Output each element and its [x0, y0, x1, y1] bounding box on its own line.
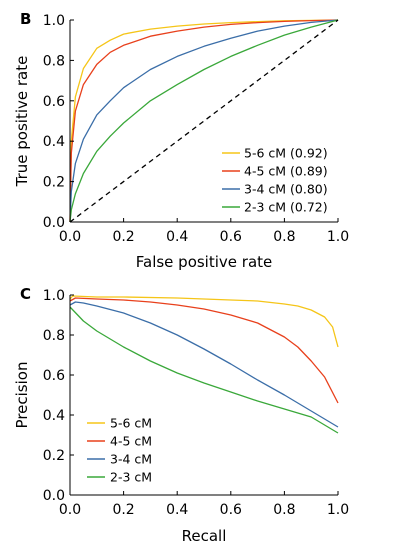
x-tick-label: 0.8	[273, 229, 295, 245]
y-tick-label: 0.4	[43, 134, 65, 150]
chart-panel-c: C 0.0 0.2 0.4 0.6 0.8 1.0 0.0 0.2 0.4 0.6 0.8 1.0 Rec…	[13, 285, 349, 545]
x-tick-label: 0.8	[273, 502, 295, 518]
y-axis-label: True positive rate	[13, 56, 31, 188]
y-tick-label: 0.0	[43, 215, 65, 231]
panel-label: C	[20, 285, 31, 303]
x-tick-label: 0.4	[166, 502, 188, 518]
legend-entry: 2-3 cM (0.72)	[244, 200, 328, 215]
y-tick-label: 1.0	[43, 13, 65, 29]
series-line-1	[69, 19, 339, 223]
y-tick-label: 0.0	[43, 488, 65, 504]
x-tick-label: 0.4	[166, 229, 188, 245]
y-tick-label: 0.2	[43, 448, 65, 464]
series-line-4	[69, 306, 339, 434]
series-line-3	[69, 301, 339, 428]
series-line-2	[69, 297, 339, 404]
series-line-4	[69, 19, 339, 223]
series-line-3	[69, 19, 339, 223]
y-tick-label: 0.6	[43, 94, 65, 110]
legend-entry: 2-3 cM	[110, 470, 152, 485]
y-tick-label: 0.4	[43, 408, 65, 424]
x-tick-label: 0.0	[59, 229, 81, 245]
x-tick-label: 0.6	[220, 502, 242, 518]
x-tick-label: 0.6	[220, 229, 242, 245]
series-line-1	[69, 295, 339, 348]
x-tick-label: 0.2	[112, 502, 134, 518]
legend-entry: 3-4 cM	[110, 452, 152, 467]
legend: 5-6 cM (0.92) 4-5 cM (0.89) 3-4 cM (0.80) 2…	[222, 146, 328, 215]
panel-label: B	[20, 10, 31, 28]
legend-entry: 4-5 cM (0.89)	[244, 164, 328, 179]
diagonal-reference-line	[69, 19, 339, 223]
legend-entry: 5-6 cM (0.92)	[244, 146, 328, 161]
x-tick-label: 1.0	[327, 502, 349, 518]
chart-panel-b: B 0.0 0.2 0.4 0.6 0.8 1.0 0.0 0.2 0.4 0.6 0.8 1.0 Fal…	[13, 10, 349, 271]
legend-entry: 3-4 cM (0.80)	[244, 182, 328, 197]
legend: 5-6 cM 4-5 cM 3-4 cM 2-3 cM	[87, 416, 152, 485]
y-axis-label: Precision	[13, 362, 31, 429]
y-tick-label: 0.2	[43, 175, 65, 191]
x-axis-label: False positive rate	[136, 253, 273, 271]
legend-entry: 5-6 cM	[110, 416, 152, 431]
x-tick-label: 0.2	[112, 229, 134, 245]
y-tick-label: 1.0	[43, 288, 65, 304]
series-line-2	[69, 19, 339, 223]
x-tick-label: 1.0	[327, 229, 349, 245]
y-tick-label: 0.6	[43, 368, 65, 384]
y-tick-label: 0.8	[43, 328, 65, 344]
y-tick-label: 0.8	[43, 53, 65, 69]
legend-entry: 4-5 cM	[110, 434, 152, 449]
x-axis-label: Recall	[182, 527, 227, 545]
x-tick-label: 0.0	[59, 502, 81, 518]
